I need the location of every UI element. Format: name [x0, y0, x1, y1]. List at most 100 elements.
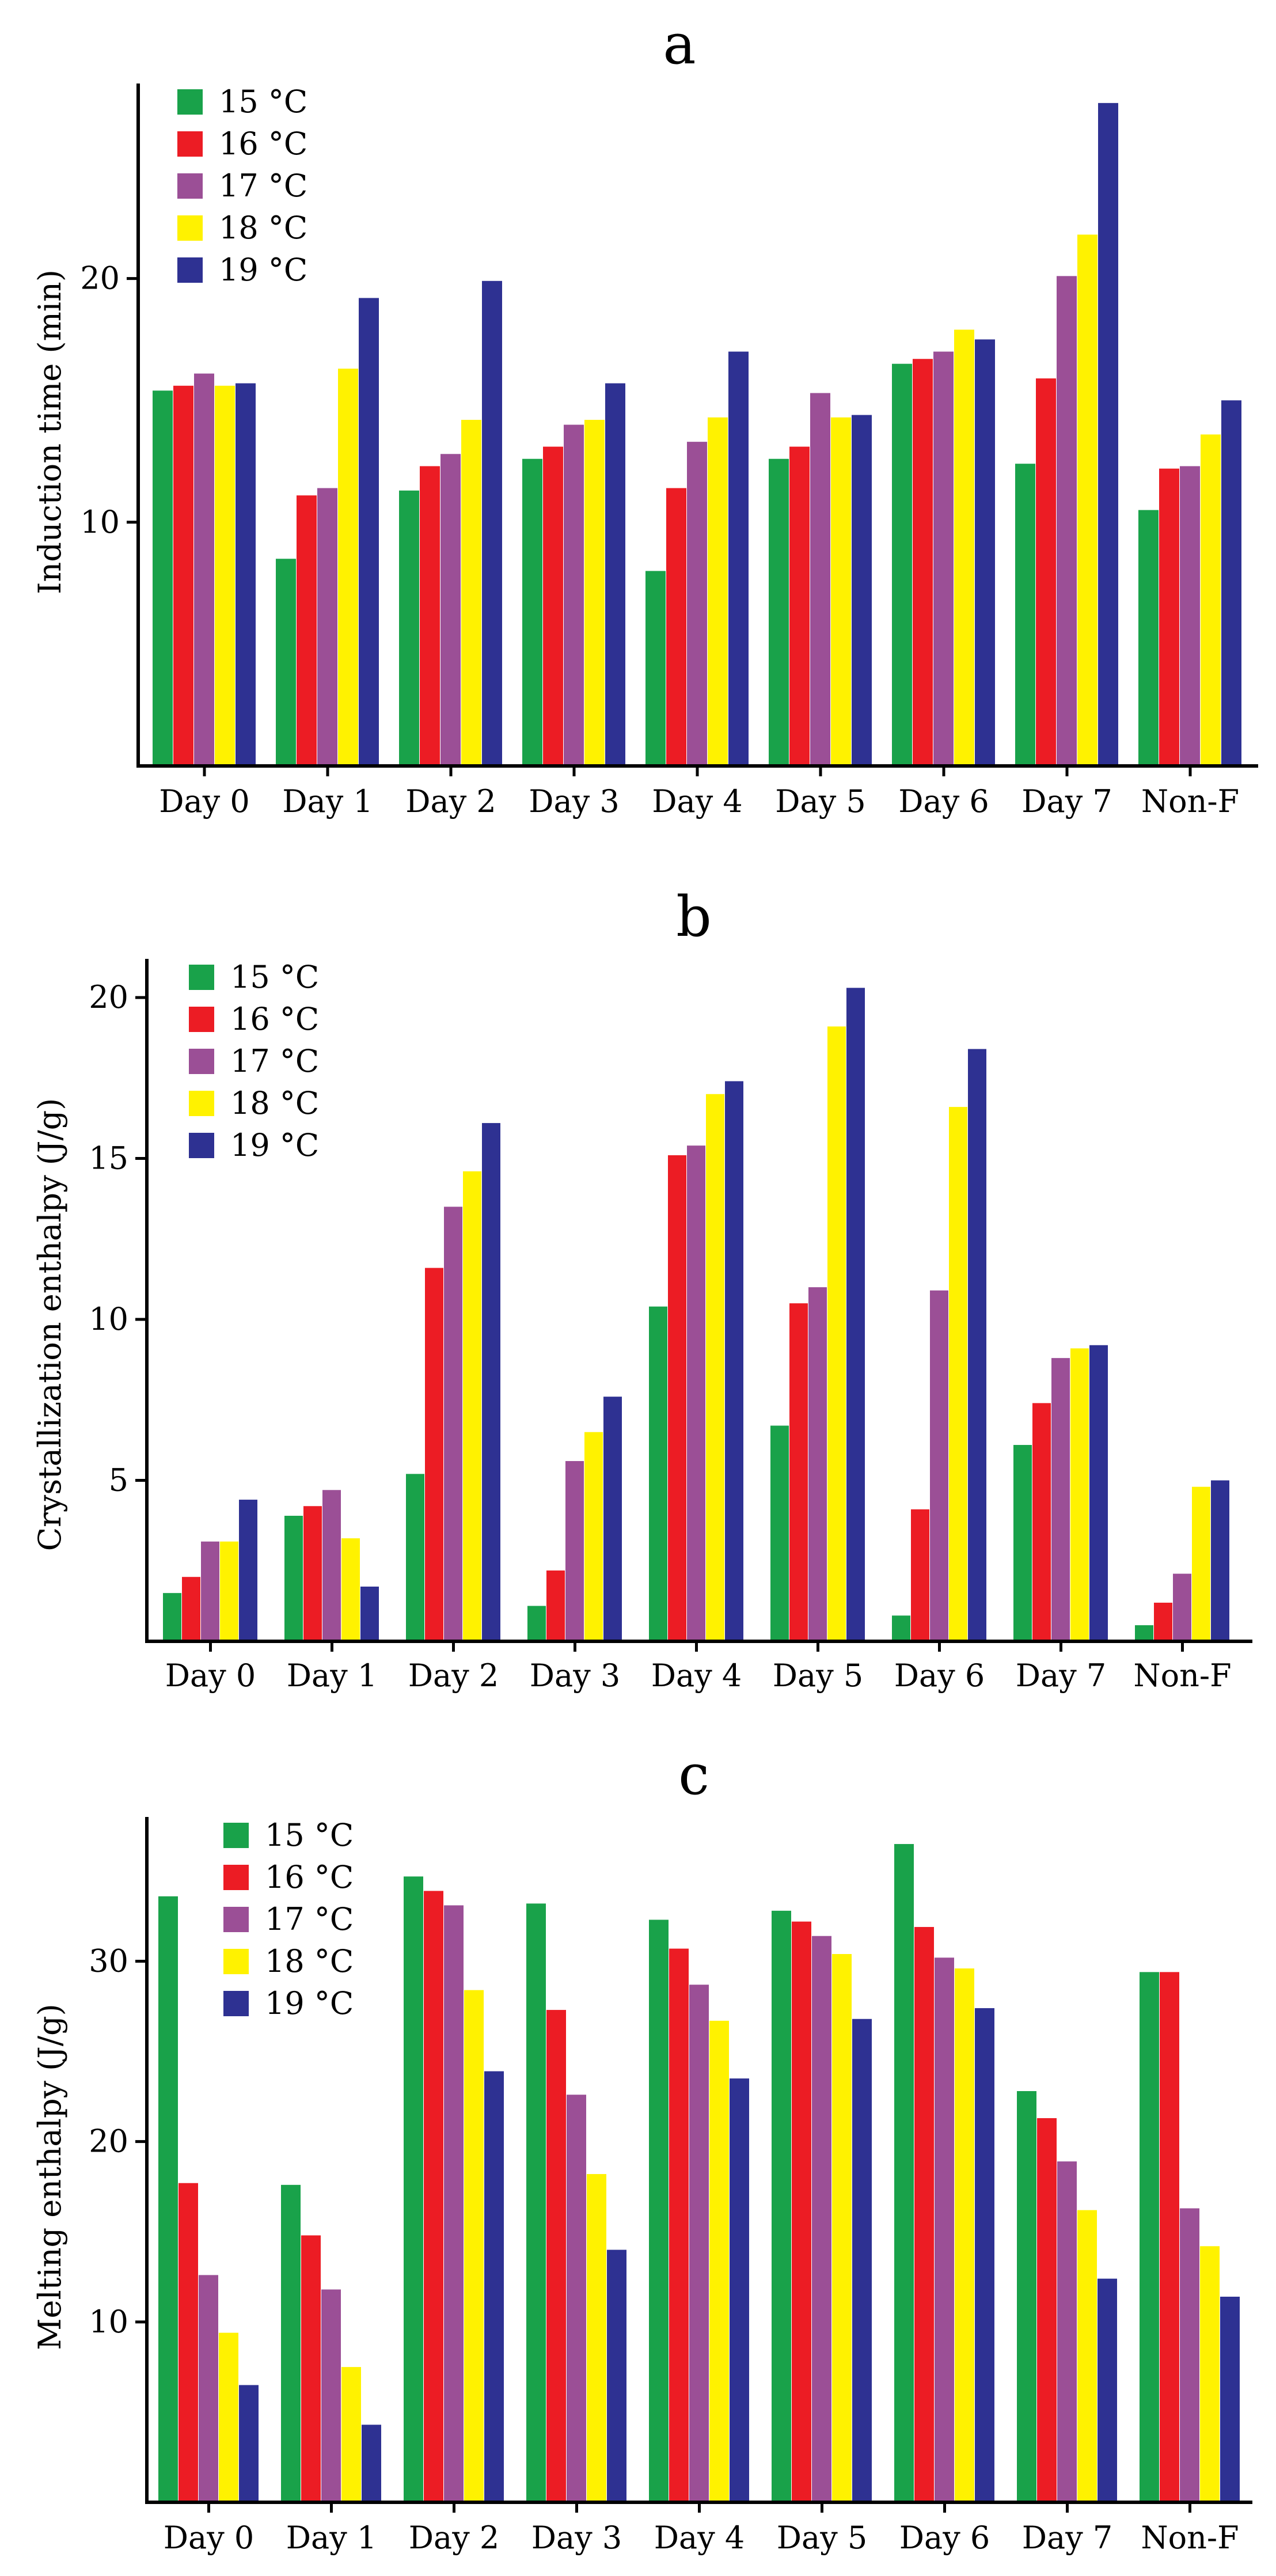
- legend-label: 18 °C: [230, 1085, 319, 1121]
- bar-a-day-7-s1: [1015, 464, 1035, 766]
- legend-label: 19 °C: [265, 1985, 354, 2021]
- legend-label: 15 °C: [219, 84, 307, 120]
- bar-c-day-6-s5: [975, 2008, 994, 2502]
- bar-b-day-4-s4: [706, 1094, 724, 1641]
- bar-b-day-3-s2: [546, 1570, 565, 1641]
- bar-c-day-6-s3: [935, 1957, 954, 2502]
- bar-c-day-4-s4: [709, 2020, 729, 2502]
- x-tick-label: Day 3: [530, 1657, 621, 1694]
- bar-c-day-4-s1: [649, 1919, 669, 2502]
- bar-c-day-0-s1: [158, 1896, 178, 2502]
- x-tick-label: Non-F: [1141, 783, 1239, 820]
- bar-a-day-1-s4: [338, 369, 358, 766]
- bar-b-day-7-s4: [1070, 1348, 1089, 1641]
- bar-b-non-f-s5: [1211, 1480, 1229, 1641]
- bar-a-day-2-s3: [440, 454, 461, 766]
- bar-c-non-f-s3: [1180, 2208, 1199, 2502]
- bar-a-day-5-s4: [831, 417, 851, 766]
- x-tick-label: Day 1: [286, 2520, 377, 2556]
- bar-b-day-2-s1: [406, 1474, 424, 1641]
- bar-b-non-f-s3: [1173, 1573, 1191, 1641]
- bar-b-day-7-s1: [1013, 1445, 1032, 1641]
- bar-b-day-4-s1: [649, 1306, 667, 1641]
- bar-a-day-1-s2: [297, 495, 317, 766]
- legend-swatch: [189, 1007, 214, 1032]
- x-tick-label: Day 5: [773, 1657, 864, 1694]
- bar-c-day-1-s3: [321, 2289, 341, 2502]
- y-axis-label-a: Induction time (min): [32, 270, 68, 594]
- bar-a-day-4-s4: [708, 417, 728, 766]
- bar-c-day-2-s1: [404, 1876, 423, 2502]
- y-tick-label: 10: [80, 504, 120, 540]
- legend-swatch: [223, 1865, 249, 1890]
- legend-swatch: [223, 1823, 249, 1848]
- bar-a-day-7-s5: [1098, 103, 1118, 766]
- bar-b-day-0-s1: [163, 1593, 181, 1641]
- axes-c: [145, 1817, 1252, 2504]
- bar-a-day-0-s1: [153, 390, 173, 766]
- bar-c-day-5-s3: [812, 1936, 831, 2502]
- x-tick-label: Day 4: [651, 1657, 742, 1694]
- bar-a-day-4-s1: [645, 571, 666, 766]
- bar-a-day-5-s5: [852, 415, 872, 766]
- legend-swatch: [177, 215, 203, 241]
- bar-a-day-3-s5: [605, 383, 625, 766]
- legend-label: 19 °C: [219, 252, 307, 288]
- bar-c-day-4-s3: [689, 1985, 709, 2502]
- bar-b-day-1-s2: [303, 1506, 322, 1641]
- bar-a-day-3-s3: [564, 424, 584, 766]
- bar-c-day-1-s1: [281, 2184, 301, 2502]
- bar-a-day-2-s1: [399, 490, 419, 766]
- legend-swatch: [223, 1907, 249, 1932]
- bar-b-day-0-s5: [239, 1500, 257, 1641]
- legend-label: 17 °C: [230, 1043, 319, 1079]
- bar-a-day-4-s5: [728, 351, 749, 766]
- x-tick-label: Day 0: [159, 783, 250, 820]
- legend-label: 18 °C: [265, 1943, 354, 1979]
- legend-swatch: [177, 257, 203, 283]
- bar-a-day-3-s2: [543, 446, 563, 766]
- bar-b-day-5-s4: [827, 1026, 846, 1641]
- bar-b-day-3-s3: [565, 1460, 584, 1641]
- bar-b-day-6-s5: [968, 1049, 986, 1641]
- axes-b: [145, 959, 1252, 1643]
- bar-c-day-1-s5: [362, 2425, 381, 2502]
- bar-c-day-0-s5: [239, 2385, 259, 2502]
- legend-swatch: [177, 173, 203, 199]
- bar-b-day-0-s4: [220, 1541, 238, 1641]
- chart-panel-b: b Crystallization enthalpy (J/g) 5 10 15 20…: [32, 885, 1252, 1694]
- bars-b: [163, 988, 1229, 1641]
- legend-swatch: [189, 1049, 214, 1074]
- x-tick-label: Day 0: [165, 1657, 256, 1694]
- x-tick-label: Day 4: [654, 2520, 745, 2556]
- bar-c-day-3-s2: [546, 2010, 566, 2502]
- bar-b-day-0-s3: [201, 1541, 219, 1641]
- legend-swatch: [189, 965, 214, 990]
- bar-b-day-7-s2: [1032, 1403, 1051, 1641]
- bar-b-day-2-s5: [482, 1123, 500, 1641]
- bars-a: [153, 103, 1241, 767]
- legend-swatch: [177, 89, 203, 115]
- bar-c-day-2-s3: [444, 1905, 464, 2502]
- legend-swatch: [189, 1091, 214, 1116]
- bar-a-day-5-s3: [810, 393, 830, 766]
- legend-b: 15 °C 16 °C 17 °C 18 °C 19 °C: [189, 959, 319, 1163]
- bar-b-day-7-s3: [1051, 1358, 1070, 1641]
- bar-b-day-7-s5: [1089, 1345, 1108, 1641]
- panel-label-a: a: [663, 12, 696, 77]
- bar-c-day-4-s5: [730, 2078, 749, 2502]
- bar-c-day-5-s5: [852, 2019, 872, 2502]
- legend-c: 15 °C 16 °C 17 °C 18 °C 19 °C: [223, 1817, 354, 2021]
- bar-a-day-7-s2: [1036, 378, 1056, 766]
- bar-b-day-3-s4: [584, 1432, 603, 1641]
- bar-c-day-7-s3: [1057, 2161, 1077, 2502]
- x-tick-label: Day 5: [775, 783, 866, 820]
- bar-b-day-1-s1: [284, 1516, 303, 1641]
- bar-a-non-f-s5: [1221, 400, 1241, 766]
- bar-a-non-f-s1: [1138, 510, 1159, 766]
- legend-label: 17 °C: [219, 168, 307, 204]
- bar-b-day-5-s3: [808, 1287, 827, 1641]
- bar-b-day-4-s3: [687, 1145, 705, 1641]
- x-tick-label: Day 6: [899, 2520, 990, 2556]
